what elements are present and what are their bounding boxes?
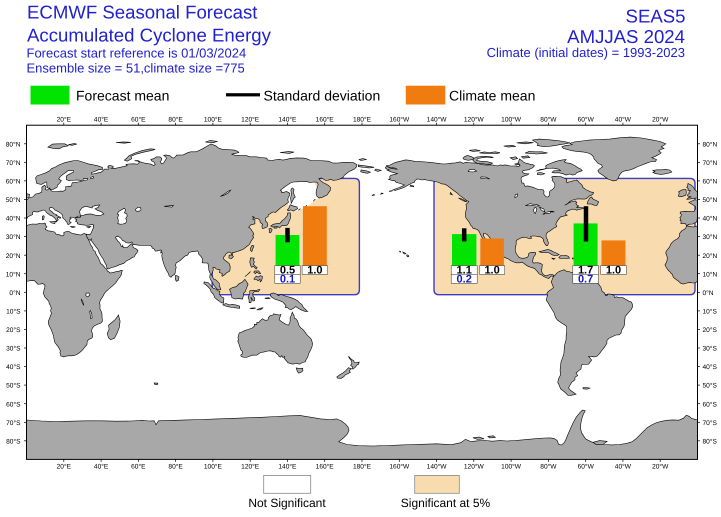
- svg-text:ECMWF Seasonal Forecast: ECMWF Seasonal Forecast: [27, 2, 258, 23]
- svg-text:0.2: 0.2: [457, 273, 472, 285]
- svg-text:140°W: 140°W: [427, 116, 448, 123]
- svg-text:20°S: 20°S: [703, 327, 718, 334]
- svg-text:70°N: 70°N: [6, 160, 21, 167]
- svg-text:20°N: 20°N: [703, 253, 718, 260]
- svg-text:20°N: 20°N: [6, 253, 21, 260]
- svg-text:1.0: 1.0: [606, 264, 621, 276]
- svg-text:120°W: 120°W: [464, 463, 485, 470]
- svg-text:Climate (initial dates) = 1993: Climate (initial dates) = 1993-2023: [487, 45, 685, 60]
- svg-text:Accumulated Cyclone Energy: Accumulated Cyclone Energy: [27, 25, 272, 46]
- svg-text:80°N: 80°N: [6, 141, 21, 148]
- svg-text:40°E: 40°E: [94, 463, 109, 470]
- svg-text:1.7: 1.7: [578, 264, 593, 276]
- svg-text:0.7: 0.7: [578, 273, 593, 285]
- svg-text:60°W: 60°W: [578, 116, 595, 123]
- svg-text:50°S: 50°S: [6, 383, 21, 390]
- svg-text:80°W: 80°W: [540, 116, 557, 123]
- svg-text:Forecast start reference is 01: Forecast start reference is 01/03/2024: [27, 46, 247, 61]
- svg-text:120°W: 120°W: [464, 116, 485, 123]
- svg-text:10°S: 10°S: [6, 309, 21, 316]
- svg-text:80°W: 80°W: [540, 463, 557, 470]
- svg-text:60°S: 60°S: [703, 401, 718, 408]
- svg-text:180°E: 180°E: [353, 116, 372, 123]
- svg-text:0.1: 0.1: [280, 273, 295, 285]
- svg-text:50°S: 50°S: [703, 383, 718, 390]
- svg-text:160°W: 160°W: [389, 116, 410, 123]
- svg-text:30°N: 30°N: [703, 234, 718, 241]
- svg-text:Significant at 5%: Significant at 5%: [401, 496, 491, 510]
- svg-text:Climate mean: Climate mean: [449, 88, 535, 104]
- svg-text:Standard deviation: Standard deviation: [264, 88, 381, 104]
- svg-text:0.5: 0.5: [280, 264, 295, 276]
- svg-text:40°W: 40°W: [615, 463, 632, 470]
- svg-text:0°N: 0°N: [9, 290, 20, 297]
- svg-text:Not Significant: Not Significant: [248, 496, 326, 510]
- svg-text:80°N: 80°N: [703, 141, 718, 148]
- svg-text:80°E: 80°E: [168, 116, 183, 123]
- svg-text:60°N: 60°N: [6, 179, 21, 186]
- svg-text:160°E: 160°E: [316, 116, 335, 123]
- svg-text:10°S: 10°S: [703, 309, 718, 316]
- svg-text:10°N: 10°N: [6, 271, 21, 278]
- svg-text:40°E: 40°E: [94, 116, 109, 123]
- svg-text:100°E: 100°E: [204, 116, 223, 123]
- svg-text:20°W: 20°W: [652, 116, 669, 123]
- svg-text:Forecast mean: Forecast mean: [76, 88, 169, 104]
- svg-text:30°S: 30°S: [703, 346, 718, 353]
- svg-text:0°N: 0°N: [703, 290, 714, 297]
- svg-text:160°W: 160°W: [389, 463, 410, 470]
- svg-text:Ensemble size = 51,climate siz: Ensemble size = 51,climate size =775: [27, 61, 245, 76]
- svg-text:100°E: 100°E: [204, 463, 223, 470]
- svg-text:60°E: 60°E: [131, 116, 146, 123]
- svg-text:20°E: 20°E: [57, 463, 72, 470]
- svg-text:40°N: 40°N: [703, 216, 718, 223]
- svg-text:60°N: 60°N: [703, 179, 718, 186]
- svg-text:60°S: 60°S: [6, 401, 21, 408]
- svg-text:1.0: 1.0: [307, 264, 322, 276]
- svg-text:20°S: 20°S: [6, 327, 21, 334]
- svg-text:60°E: 60°E: [131, 463, 146, 470]
- svg-text:AMJJAS 2024: AMJJAS 2024: [567, 26, 685, 47]
- svg-text:160°E: 160°E: [316, 463, 335, 470]
- svg-text:60°W: 60°W: [578, 463, 595, 470]
- svg-text:100°W: 100°W: [501, 463, 522, 470]
- svg-text:120°E: 120°E: [241, 116, 260, 123]
- svg-text:40°S: 40°S: [703, 364, 718, 371]
- svg-text:80°S: 80°S: [6, 438, 21, 445]
- svg-text:70°N: 70°N: [703, 160, 718, 167]
- svg-text:70°S: 70°S: [703, 420, 718, 427]
- svg-text:80°S: 80°S: [703, 438, 718, 445]
- svg-text:SEAS5: SEAS5: [626, 6, 686, 27]
- svg-text:40°S: 40°S: [6, 364, 21, 371]
- svg-text:50°N: 50°N: [6, 197, 21, 204]
- svg-text:10°N: 10°N: [703, 271, 718, 278]
- svg-text:140°E: 140°E: [278, 463, 297, 470]
- svg-text:40°N: 40°N: [6, 216, 21, 223]
- svg-text:30°S: 30°S: [6, 346, 21, 353]
- svg-text:1.0: 1.0: [484, 264, 499, 276]
- svg-text:100°W: 100°W: [501, 116, 522, 123]
- svg-text:180°E: 180°E: [353, 463, 372, 470]
- svg-text:20°W: 20°W: [652, 463, 669, 470]
- svg-text:1.1: 1.1: [457, 264, 472, 276]
- svg-text:20°E: 20°E: [57, 116, 72, 123]
- svg-text:40°W: 40°W: [615, 116, 632, 123]
- svg-text:80°E: 80°E: [168, 463, 183, 470]
- svg-text:70°S: 70°S: [6, 420, 21, 427]
- svg-text:140°E: 140°E: [278, 116, 297, 123]
- svg-text:50°N: 50°N: [703, 197, 718, 204]
- svg-text:120°E: 120°E: [241, 463, 260, 470]
- svg-text:30°N: 30°N: [6, 234, 21, 241]
- svg-text:140°W: 140°W: [427, 463, 448, 470]
